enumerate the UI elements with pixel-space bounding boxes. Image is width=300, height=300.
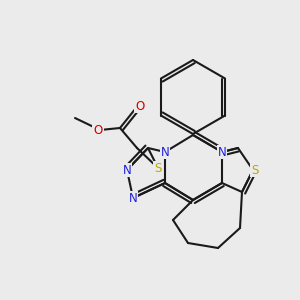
Text: O: O — [93, 124, 103, 136]
Text: N: N — [129, 191, 137, 205]
Text: N: N — [123, 164, 131, 176]
Text: N: N — [160, 146, 169, 158]
Text: S: S — [154, 161, 162, 175]
Text: O: O — [135, 100, 145, 112]
Text: N: N — [218, 146, 226, 158]
Text: S: S — [251, 164, 259, 176]
